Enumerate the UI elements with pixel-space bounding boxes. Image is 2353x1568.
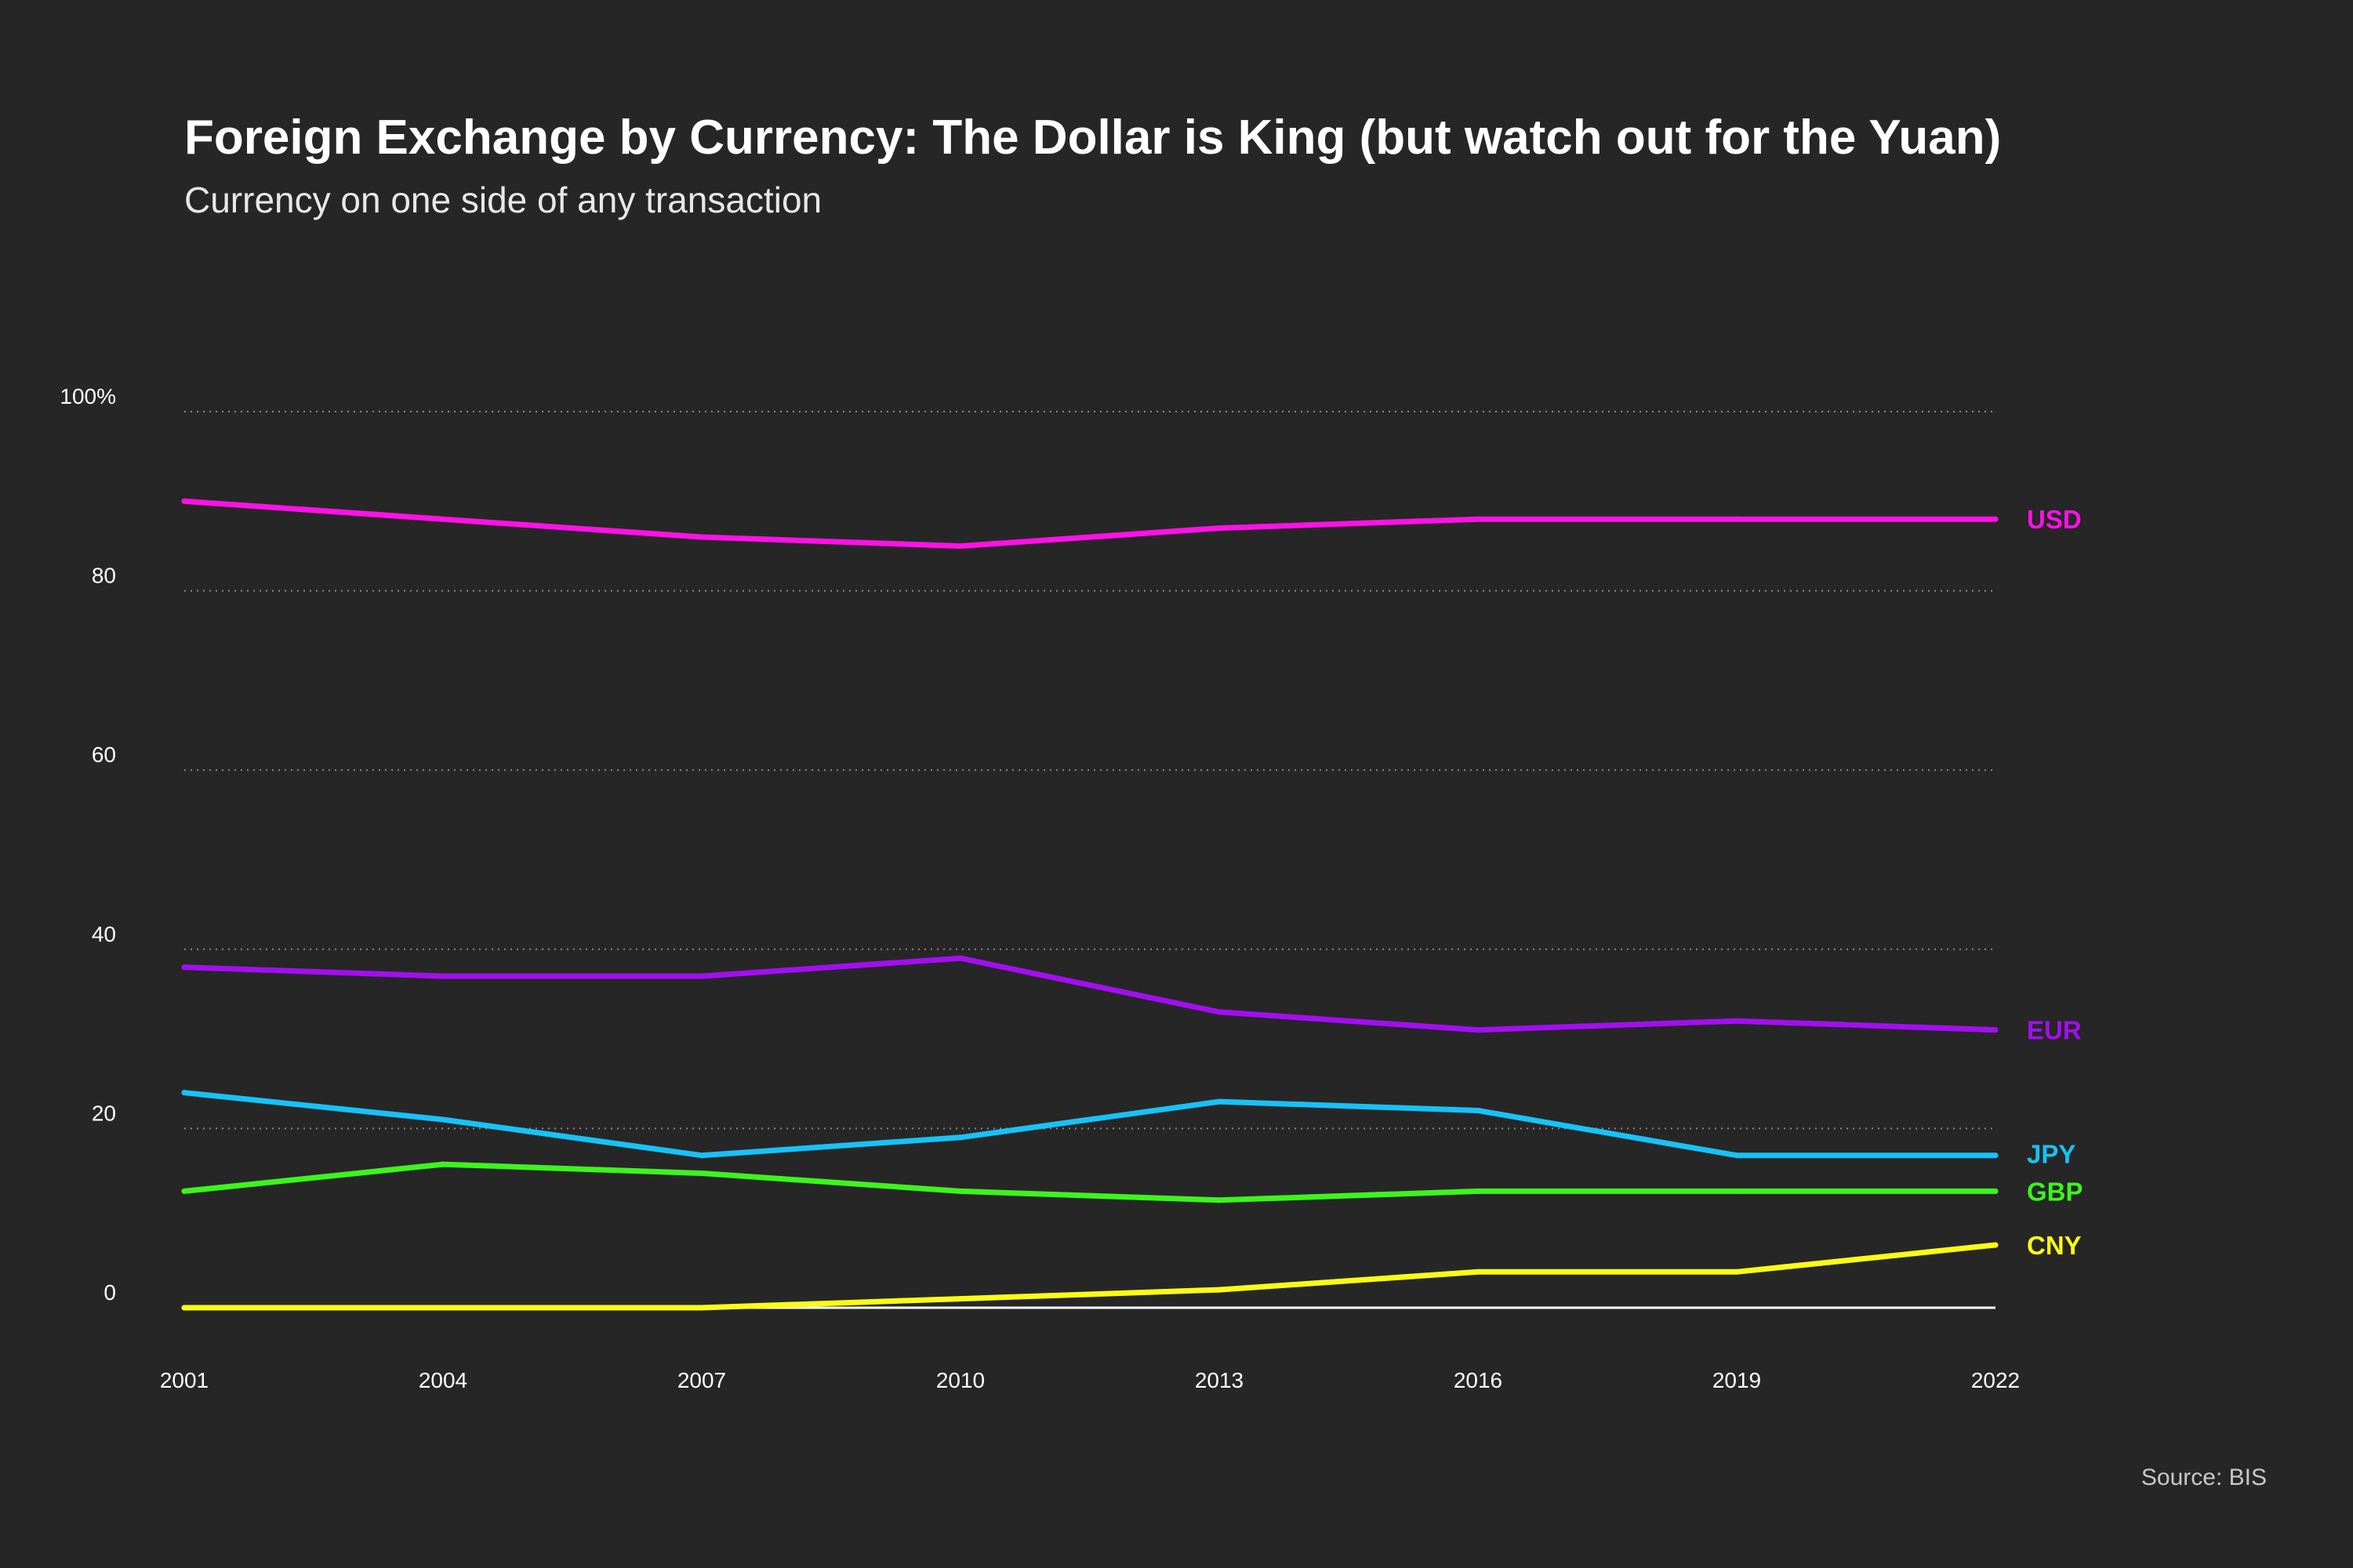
x-tick-label-2013: 2013 [1195, 1368, 1244, 1392]
data-point-eur-2010 [957, 955, 964, 961]
chart-title: Foreign Exchange by Currency: The Dollar… [184, 111, 2002, 165]
data-point-gbp-2019 [1734, 1188, 1740, 1194]
data-point-gbp-2004 [440, 1161, 446, 1167]
data-point-jpy-2004 [440, 1116, 446, 1123]
x-tick-label-2019: 2019 [1712, 1368, 1761, 1392]
y-tick-label-40: 40 [92, 922, 116, 946]
data-point-jpy-2007 [699, 1152, 705, 1159]
chart-subtitle: Currency on one side of any transaction [184, 180, 822, 220]
data-point-jpy-2010 [957, 1134, 964, 1141]
data-point-cny-2013 [1216, 1287, 1222, 1293]
y-tick-label-100: 100% [60, 384, 116, 408]
data-point-gbp-2016 [1475, 1188, 1481, 1194]
data-point-cny-2022 [1992, 1242, 1999, 1248]
series-label-usd: USD [2027, 505, 2082, 534]
data-point-eur-2013 [1216, 1009, 1222, 1015]
data-point-cny-2004 [440, 1305, 446, 1311]
data-point-eur-2004 [440, 973, 446, 979]
series-labels: USD EUR JPY GBP CNY [2027, 505, 2083, 1260]
series-label-eur: EUR [2027, 1016, 2082, 1045]
data-point-jpy-2022 [1992, 1152, 1999, 1159]
data-point-usd-2010 [957, 543, 964, 549]
data-point-cny-2019 [1734, 1269, 1740, 1275]
series-label-gbp: GBP [2027, 1177, 2083, 1206]
source-note: Source: BIS [2141, 1465, 2267, 1490]
data-point-usd-2001 [181, 498, 187, 504]
y-tick-label-80: 80 [92, 564, 116, 588]
x-tick-label-2022: 2022 [1971, 1368, 2020, 1392]
data-point-cny-2016 [1475, 1269, 1481, 1275]
x-tick-label-2016: 2016 [1454, 1368, 1502, 1392]
data-point-usd-2004 [440, 516, 446, 522]
series-line-eur [181, 955, 1999, 1033]
data-point-usd-2007 [699, 534, 705, 540]
y-tick-label-20: 20 [92, 1101, 116, 1125]
data-point-eur-2001 [181, 964, 187, 971]
y-tick-label-0: 0 [103, 1280, 116, 1305]
data-point-gbp-2007 [699, 1171, 705, 1177]
data-point-gbp-2022 [1992, 1188, 1999, 1194]
x-tick-label-2001: 2001 [160, 1368, 209, 1392]
series-line-cny [181, 1242, 1999, 1311]
series-label-cny: CNY [2027, 1231, 2082, 1260]
series-line-jpy [181, 1090, 1999, 1159]
series-label-jpy: JPY [2027, 1140, 2075, 1169]
data-point-jpy-2013 [1216, 1098, 1222, 1105]
series-lines [181, 498, 1999, 1311]
x-tick-label-2010: 2010 [936, 1368, 985, 1392]
data-point-cny-2001 [181, 1305, 187, 1311]
gridlines [184, 411, 1995, 1309]
data-point-jpy-2016 [1475, 1108, 1481, 1114]
data-point-gbp-2013 [1216, 1197, 1222, 1203]
data-point-jpy-2019 [1734, 1152, 1740, 1159]
data-point-eur-2022 [1992, 1027, 1999, 1033]
series-line-gbp [181, 1161, 1999, 1203]
data-point-cny-2010 [957, 1296, 964, 1302]
y-tick-label-60: 60 [92, 742, 116, 767]
data-point-usd-2016 [1475, 516, 1481, 522]
series-line-usd [181, 498, 1999, 549]
y-axis-ticks: 0 20 40 60 80 100% [60, 384, 116, 1305]
data-point-gbp-2010 [957, 1188, 964, 1194]
data-point-usd-2022 [1992, 516, 1999, 522]
data-point-eur-2019 [1734, 1018, 1740, 1024]
data-point-usd-2019 [1734, 516, 1740, 522]
data-point-gbp-2001 [181, 1188, 187, 1194]
x-tick-label-2004: 2004 [419, 1368, 467, 1392]
x-axis-ticks: 2001 2004 2007 2010 2013 2016 2019 2022 [160, 1368, 2020, 1392]
data-point-jpy-2001 [181, 1090, 187, 1096]
data-point-usd-2013 [1216, 525, 1222, 532]
x-tick-label-2007: 2007 [677, 1368, 726, 1392]
data-point-eur-2016 [1475, 1027, 1481, 1033]
data-point-eur-2007 [699, 973, 705, 979]
data-point-cny-2007 [699, 1305, 705, 1311]
